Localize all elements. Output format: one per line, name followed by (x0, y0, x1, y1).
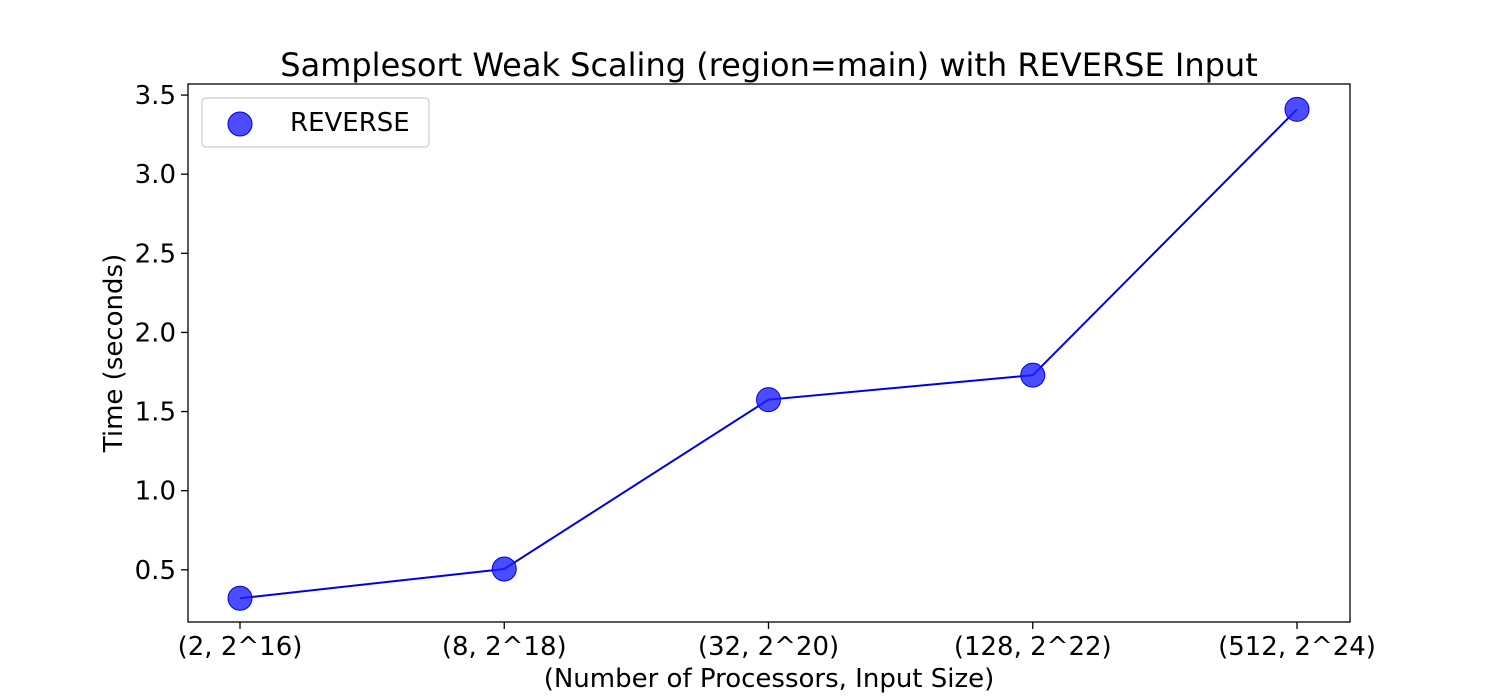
data-point (1020, 362, 1046, 388)
y-tick-label: 2.0 (135, 318, 176, 348)
series-reverse (227, 96, 1310, 611)
y-tick-label: 1.0 (135, 477, 176, 507)
y-axis: 0.5 1.0 1.5 2.0 2.5 3.0 3.5 (135, 81, 188, 586)
data-point (491, 556, 517, 582)
y-tick-label: 0.5 (135, 556, 176, 586)
data-point (1284, 96, 1310, 122)
y-axis-label: Time (seconds) (99, 254, 129, 453)
y-tick-label: 3.0 (135, 160, 176, 190)
data-point (227, 585, 253, 611)
x-axis: (2, 2^16) (8, 2^18) (32, 2^20) (128, 2^22) (… (178, 622, 1376, 662)
series-line (239, 108, 1298, 600)
x-tick-label: (128, 2^22) (954, 632, 1112, 662)
x-tick-label: (32, 2^20) (698, 632, 839, 662)
y-tick-label: 3.5 (135, 81, 176, 111)
y-tick-label: 1.5 (135, 398, 176, 428)
chart-title: Samplesort Weak Scaling (region=main) wi… (280, 46, 1257, 84)
legend-label-reverse: REVERSE (290, 108, 410, 138)
x-tick-label: (512, 2^24) (1218, 632, 1376, 662)
x-tick-label: (8, 2^18) (442, 632, 567, 662)
plot-area-frame (187, 83, 1351, 623)
legend-box (201, 97, 430, 148)
data-point (756, 387, 781, 413)
x-axis-label: (Number of Processors, Input Size) (544, 664, 995, 694)
x-tick-label: (2, 2^16) (178, 632, 303, 662)
legend-marker-icon (227, 111, 253, 137)
legend: REVERSE (201, 97, 430, 148)
y-tick-label: 2.5 (135, 239, 176, 269)
